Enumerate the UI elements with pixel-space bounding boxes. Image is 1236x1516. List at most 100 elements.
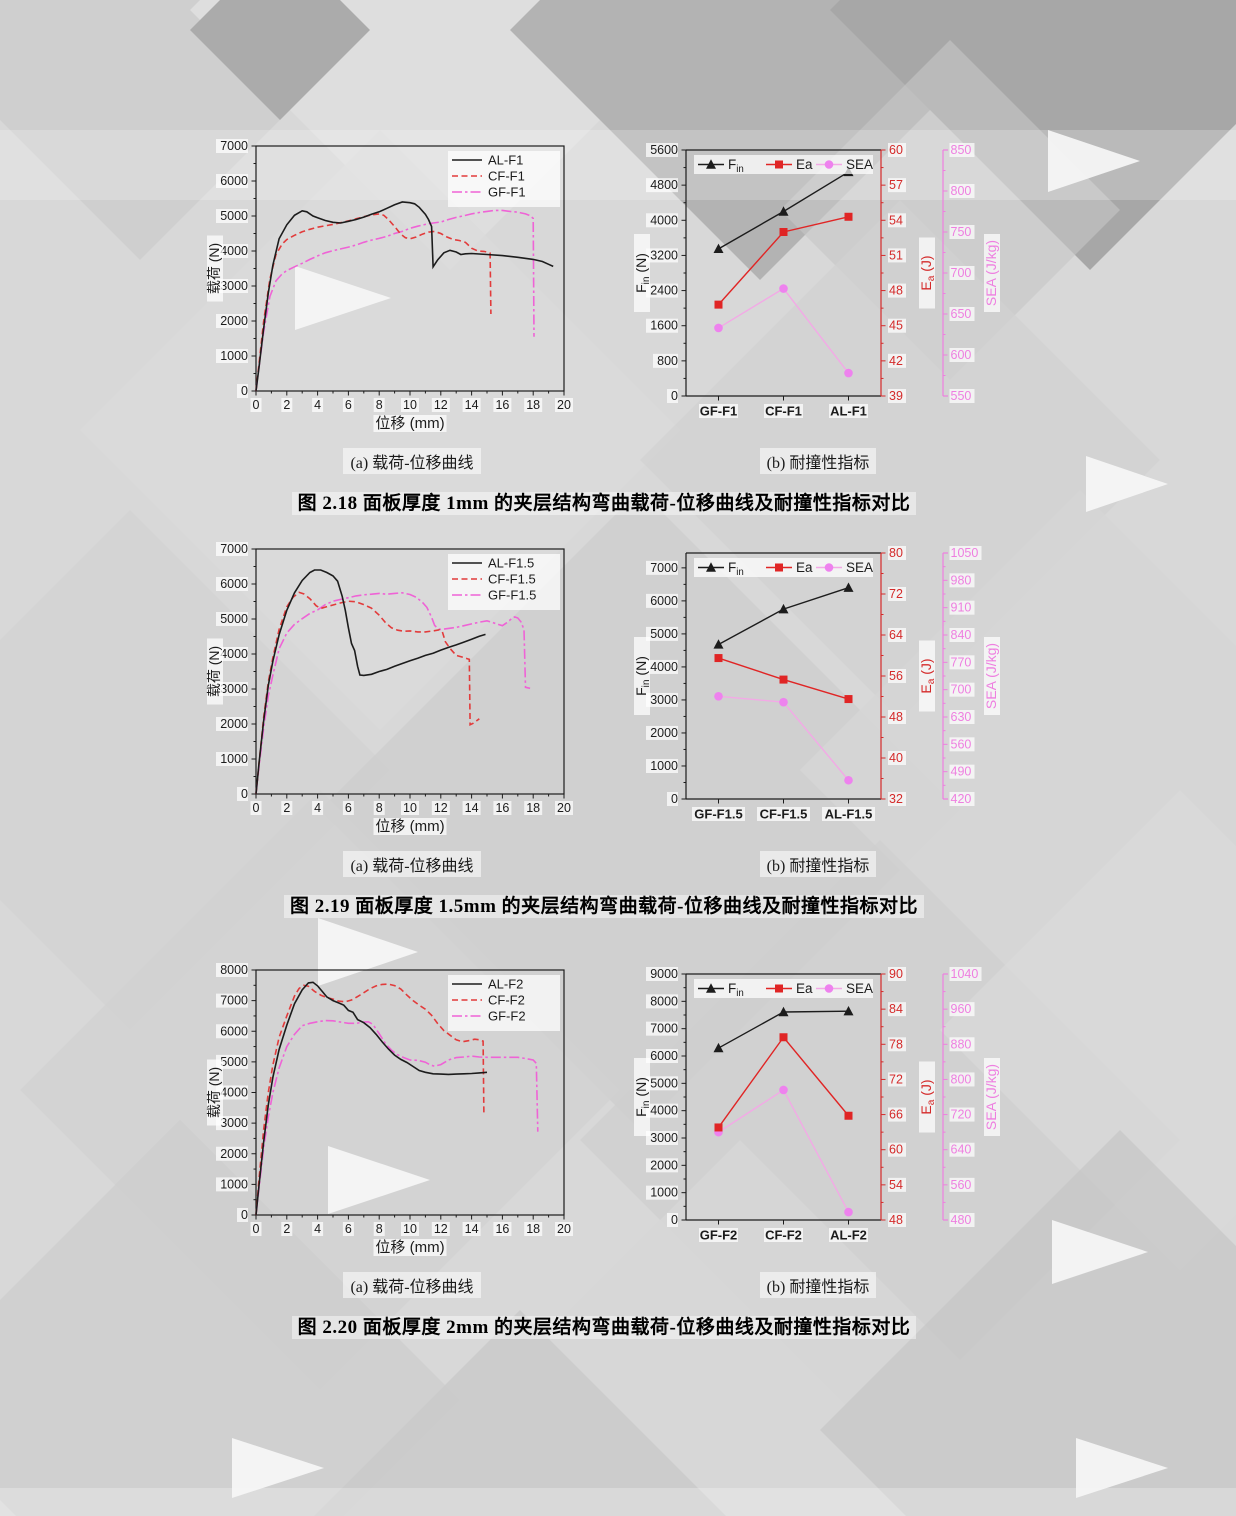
load-displacement-chart-f15: 0 2 4 6 8 10 12 14 16 18 20 0 1000 2000 3000 4000 5000 60… [206,542,573,835]
svg-text:84: 84 [889,1002,903,1016]
svg-text:20: 20 [557,398,571,412]
svg-text:Fin (N): Fin (N) [633,656,652,696]
series-F_{in} [718,1010,849,1049]
svg-text:Fin: Fin [728,157,744,175]
chart-wrap-indicators-f1: 0 800 1600 2400 3200 4000 4800 5600 Fin (N) 39 42 4… [628,134,1008,474]
svg-text:7000: 7000 [220,139,248,153]
svg-text:AL-F1.5: AL-F1.5 [488,556,534,571]
svg-text:10: 10 [403,801,417,815]
x-axis-title: 位移 (mm) [373,415,447,432]
svg-text:910: 910 [951,601,972,615]
series-AL-F1 [255,201,554,392]
y-axis: 0 1000 2000 3000 4000 5000 6000 7000 [216,139,256,398]
svg-text:3000: 3000 [220,682,248,696]
svg-text:0: 0 [671,389,678,403]
sea-axis: 480 560 640 720 800 880 960 1040 [943,967,982,1227]
legend: AL-F1.5CF-F1.5GF-F1.5 [448,554,560,610]
svg-text:4800: 4800 [650,178,678,192]
svg-text:2000: 2000 [220,314,248,328]
svg-text:2000: 2000 [650,1158,678,1172]
svg-text:6000: 6000 [220,1024,248,1038]
svg-text:SEA (J/kg): SEA (J/kg) [983,240,999,306]
svg-text:CF-F1: CF-F1 [765,404,802,419]
axis-title: 载荷 (N) [206,1059,223,1126]
axis-title: Ea (J) [918,237,937,309]
sea-axis: 420 490 560 630 700 770 840 910 980 1050 [943,546,982,806]
plot-frame [255,145,565,392]
svg-text:AL-F2: AL-F2 [830,1228,867,1243]
svg-text:14: 14 [465,1222,479,1236]
svg-text:32: 32 [889,792,903,806]
svg-text:SEA: SEA [846,560,873,575]
svg-text:78: 78 [889,1037,903,1051]
axis-title: Ea (J) [918,640,937,712]
svg-text:CF-F1.5: CF-F1.5 [760,807,808,822]
svg-text:64: 64 [889,628,903,642]
svg-text:1000: 1000 [220,349,248,363]
svg-text:6000: 6000 [220,577,248,591]
svg-text:72: 72 [889,1072,903,1086]
ea-axis: 48 54 60 66 72 78 84 90 [881,967,906,1227]
svg-text:0: 0 [241,384,248,398]
svg-text:12: 12 [434,1222,448,1236]
svg-text:48: 48 [889,284,903,298]
svg-text:14: 14 [465,801,479,815]
x-axis: 0 2 4 6 8 10 12 14 16 18 20 [250,391,573,412]
svg-text:AL-F1: AL-F1 [488,153,523,168]
svg-text:66: 66 [889,1108,903,1122]
svg-text:480: 480 [951,1213,972,1227]
x-axis: 0 2 4 6 8 10 12 14 16 18 20 [250,1215,573,1236]
y-axis: 0 1000 2000 3000 4000 5000 6000 7000 8000 [216,963,256,1222]
svg-text:7000: 7000 [220,994,248,1008]
chart-wrap-load-f2: 0 2 4 6 8 10 12 14 16 18 20 0 1000 2000 3000 4000 5000 60… [200,958,580,1298]
svg-text:700: 700 [951,266,972,280]
svg-text:800: 800 [657,354,678,368]
svg-text:0: 0 [253,801,260,815]
svg-text:840: 840 [951,628,972,642]
svg-text:2000: 2000 [220,1147,248,1161]
svg-text:载荷 (N): 载荷 (N) [206,1067,222,1118]
crashworthiness-chart-f15: 0 1000 2000 3000 4000 5000 6000 7000 Fin (N) 32 40… [633,546,1000,822]
svg-text:载荷 (N): 载荷 (N) [206,646,222,697]
svg-text:GF-F2: GF-F2 [700,1228,738,1243]
load-displacement-chart-f1: 0 2 4 6 8 10 12 14 16 18 20 0 1000 2000 3000 4000 5000 60… [206,139,573,432]
svg-text:20: 20 [557,1222,571,1236]
svg-text:48: 48 [889,710,903,724]
svg-text:6: 6 [345,398,352,412]
series-GF-F1.5 [255,591,531,795]
svg-text:960: 960 [951,1002,972,1016]
svg-text:630: 630 [951,710,972,724]
figure-2-19-charts: 0 2 4 6 8 10 12 14 16 18 20 0 1000 2000 3000 4000 5000 60… [0,537,1222,877]
sea-axis: 550 600 650 700 750 800 850 [943,143,975,403]
chart-wrap-indicators-f15: 0 1000 2000 3000 4000 5000 6000 7000 Fin (N) 32 40… [628,537,1008,877]
svg-text:5000: 5000 [650,627,678,641]
svg-text:Fin (N): Fin (N) [633,1077,652,1117]
svg-text:1050: 1050 [951,546,979,560]
figure-caption: 图 2.19 面板厚度 1.5mm 的夹层结构弯曲载荷-位移曲线及耐撞性指标对比 [0,891,1222,918]
svg-text:850: 850 [951,143,972,157]
svg-text:60: 60 [889,1143,903,1157]
svg-text:14: 14 [465,398,479,412]
legend: Fin Ea SEA [694,979,873,999]
svg-text:54: 54 [889,1178,903,1192]
svg-text:5000: 5000 [220,1055,248,1069]
series [713,1005,854,1217]
svg-text:16: 16 [495,1222,509,1236]
svg-text:48: 48 [889,1213,903,1227]
axis-title: 载荷 (N) [206,235,223,302]
svg-text:2: 2 [283,398,290,412]
figure-2-20-charts: 0 2 4 6 8 10 12 14 16 18 20 0 1000 2000 3000 4000 5000 60… [0,958,1222,1298]
axis-title: 载荷 (N) [206,638,223,705]
series [255,201,554,392]
legend: Fin Ea SEA [694,558,873,578]
svg-text:6000: 6000 [650,594,678,608]
svg-text:SEA: SEA [846,157,873,172]
svg-text:560: 560 [951,737,972,751]
svg-text:6000: 6000 [220,174,248,188]
svg-text:20: 20 [557,801,571,815]
figure-2-18: 0 2 4 6 8 10 12 14 16 18 20 0 1000 2000 3000 4000 5000 60… [0,134,1236,515]
svg-text:12: 12 [434,398,448,412]
svg-text:1000: 1000 [220,752,248,766]
svg-text:16: 16 [495,801,509,815]
